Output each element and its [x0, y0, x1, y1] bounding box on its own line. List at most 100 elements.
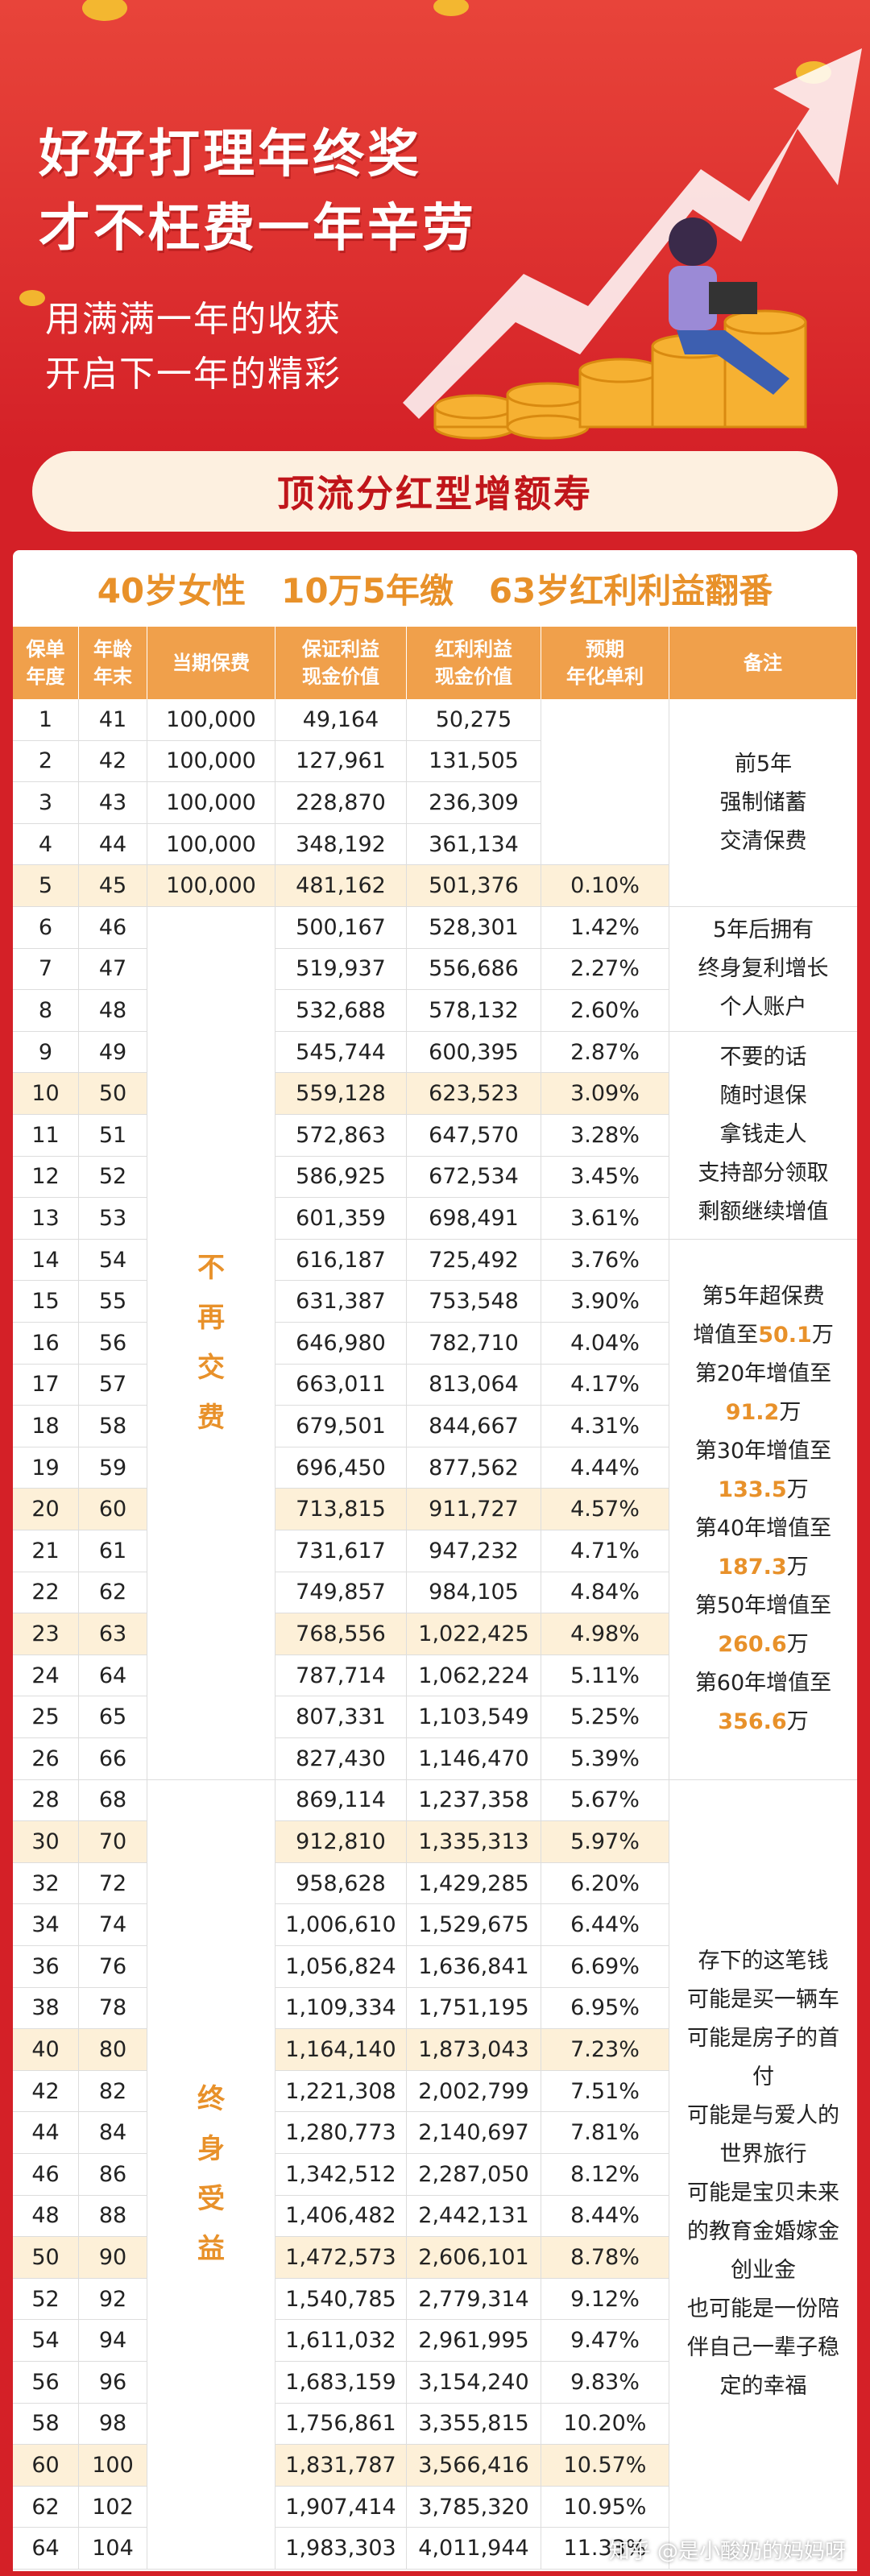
note-line: 91.2万: [726, 1394, 802, 1432]
header-text: 年龄: [93, 638, 132, 661]
table-cell: 58: [13, 2403, 79, 2446]
table-cell: 2,961,995: [407, 2320, 541, 2362]
table-cell: 1,429,285: [407, 1862, 541, 1905]
subtitle-line: 开启下一年的精彩: [45, 354, 342, 395]
table-cell: 3.76%: [541, 1239, 669, 1282]
table-cell: 44: [13, 2112, 79, 2154]
table-cell: 1,109,334: [276, 1987, 407, 2030]
header-cell: 保单 年度: [13, 627, 79, 699]
table-cell: 782,710: [407, 1323, 541, 1365]
table-cell: 68: [79, 1779, 147, 1822]
note-text: 个人账户: [719, 994, 807, 1020]
table-cell: 572,863: [276, 1115, 407, 1157]
table-cell: 1,164,140: [276, 2029, 407, 2071]
note-line: 世界旅行: [720, 2135, 807, 2174]
note-line: 第40年增值至: [695, 1510, 831, 1548]
note-line: 187.3万: [718, 1548, 808, 1587]
table-cell: 4.17%: [541, 1364, 669, 1406]
table-cell: 104: [79, 2528, 147, 2570]
table-cell: 807,331: [276, 1696, 407, 1738]
note-line: 前5年: [735, 745, 792, 784]
table-cell: 30: [13, 1821, 79, 1863]
table-cell: 3.61%: [541, 1198, 669, 1240]
note-text: 第5年超保费: [702, 1283, 825, 1309]
table-cell: 18: [13, 1406, 79, 1447]
note-text: 强制储蓄: [719, 789, 807, 815]
table-cell: 5.39%: [541, 1738, 669, 1780]
table-cell: 60: [79, 1489, 147, 1530]
table-cell: 41: [79, 699, 147, 741]
table-cell: 32: [13, 1862, 79, 1905]
table-cell: 70: [79, 1821, 147, 1863]
table-cell: 1,540,785: [276, 2278, 407, 2321]
table-cell: 813,064: [407, 1364, 541, 1406]
table-cell: 481,162: [276, 865, 407, 907]
table-cell: 2.60%: [541, 990, 669, 1032]
table-cell: 1,611,032: [276, 2320, 407, 2362]
note-line: 可能是与爱人的: [687, 2097, 839, 2135]
table-cell: 4.44%: [541, 1447, 669, 1489]
note-text: 第20年增值至: [694, 1360, 832, 1386]
table-cell: 3,355,815: [407, 2403, 541, 2446]
table-cell: 34: [13, 1904, 79, 1946]
table-cell: 1,636,841: [407, 1946, 541, 1988]
subtitle-line: 用满满一年的收获: [45, 299, 342, 340]
table-cell: 100,000: [147, 740, 276, 783]
note-text: 前5年: [734, 751, 793, 777]
table-cell: 20: [13, 1489, 79, 1530]
table-cell: 528,301: [407, 907, 541, 949]
table-cell: 127,961: [276, 740, 407, 783]
note-text: 终身复利增长: [698, 955, 829, 981]
table-cell: 46: [13, 2154, 79, 2196]
header-cell: 备注: [669, 627, 857, 699]
table-cell: 8.44%: [541, 2195, 669, 2238]
table-cell: 42: [79, 740, 147, 783]
note-group: 不要的话 随时退保 拿钱走人 支持部分领取 剩额继续增值: [669, 1032, 857, 1240]
table-cell: 731,617: [276, 1530, 407, 1572]
table-cell: 72: [79, 1862, 147, 1905]
summary-item: 40岁女性: [97, 571, 246, 611]
note-text: 5年后拥有: [712, 917, 814, 942]
table-cell: 1,529,675: [407, 1904, 541, 1946]
table-cell: 84: [79, 2112, 147, 2154]
table-cell: 51: [79, 1115, 147, 1157]
header-cell: 红利利益 现金价值: [407, 627, 541, 699]
watermark: 知乎 @是小酸奶的妈妈呀: [608, 2540, 846, 2564]
note-group: 存下的这笔钱 可能是买一辆车 可能是房子的首付可能是与爱人的 世界旅行 可能是宝贝未来的…: [669, 1780, 857, 2570]
table-cell: 532,688: [276, 990, 407, 1032]
table-cell: 38: [13, 1987, 79, 2030]
table-cell: 6.20%: [541, 1862, 669, 1905]
note-line: 强制储蓄: [720, 784, 807, 822]
table-cell: [541, 782, 669, 824]
note-text: 世界旅行: [719, 2142, 807, 2168]
table-cell: 52: [13, 2278, 79, 2321]
header-text: 年度: [26, 665, 65, 688]
note-line: 第60年增值至: [695, 1664, 831, 1703]
table-cell: 46: [79, 907, 147, 949]
table-cell: 600,395: [407, 1031, 541, 1074]
table-cell: 8.78%: [541, 2237, 669, 2279]
table-cell: 1,406,482: [276, 2195, 407, 2238]
table-cell: 947,232: [407, 1530, 541, 1572]
table-cell: 82: [79, 2070, 147, 2113]
table-cell: 61: [79, 1530, 147, 1572]
header-text: 现金价值: [435, 665, 512, 688]
note-group: 5年后拥有终身复利增长 个人账户: [669, 907, 857, 1032]
table-cell: 361,134: [407, 823, 541, 866]
table-cell: 56: [13, 2362, 79, 2404]
table-cell: 48: [79, 990, 147, 1032]
header-text: 保证利益: [302, 638, 379, 661]
table-cell: 601,359: [276, 1198, 407, 1240]
table-cell: 54: [79, 1239, 147, 1282]
note-line: 交清保费: [720, 822, 807, 861]
table-cell: 1,751,195: [407, 1987, 541, 2030]
summary-item: 10万5年缴: [281, 571, 454, 611]
table-cell: 65: [79, 1696, 147, 1738]
header-illustration: [19, 0, 862, 440]
table-cell: 501,376: [407, 865, 541, 907]
table-cell: 58: [79, 1406, 147, 1447]
table-cell: 236,309: [407, 782, 541, 824]
table-cell: 1,683,159: [276, 2362, 407, 2404]
note-text: 可能是宝贝未来: [687, 2180, 839, 2206]
title-line: 好好打理年终奖: [39, 125, 422, 184]
